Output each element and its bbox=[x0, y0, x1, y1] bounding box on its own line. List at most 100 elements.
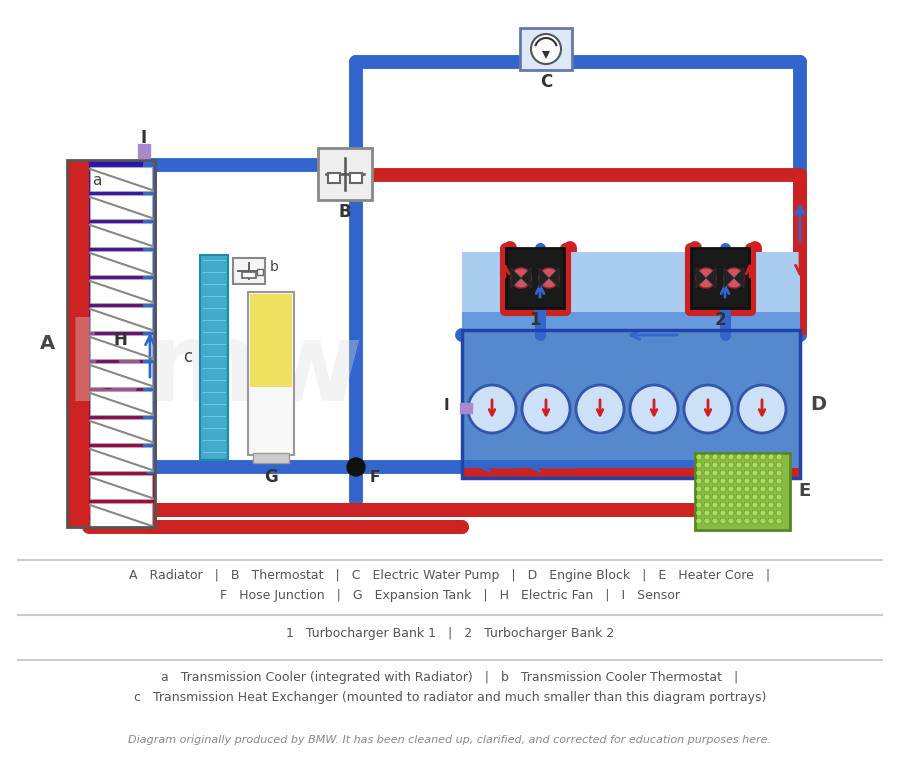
Circle shape bbox=[696, 462, 702, 468]
Circle shape bbox=[728, 510, 734, 516]
Bar bbox=[90, 195, 152, 219]
Text: 2: 2 bbox=[715, 311, 725, 329]
Bar bbox=[695, 453, 790, 530]
Circle shape bbox=[712, 478, 718, 484]
Polygon shape bbox=[539, 268, 549, 288]
Circle shape bbox=[576, 385, 624, 433]
Bar bbox=[506, 248, 564, 308]
Circle shape bbox=[744, 470, 750, 476]
Text: a   Transmission Cooler (integrated with Radiator)   |   b   Transmission Cooler: a Transmission Cooler (integrated with R… bbox=[161, 670, 739, 683]
Polygon shape bbox=[549, 268, 559, 288]
Circle shape bbox=[752, 518, 758, 524]
Circle shape bbox=[752, 470, 758, 476]
Polygon shape bbox=[521, 268, 531, 288]
Circle shape bbox=[736, 518, 742, 524]
Circle shape bbox=[347, 458, 365, 476]
Text: b: b bbox=[270, 260, 279, 274]
Bar bbox=[90, 447, 152, 471]
Circle shape bbox=[704, 494, 710, 500]
Circle shape bbox=[768, 478, 774, 484]
Text: E: E bbox=[798, 482, 810, 500]
Circle shape bbox=[696, 470, 702, 476]
Circle shape bbox=[468, 385, 516, 433]
Bar bbox=[90, 475, 152, 499]
Circle shape bbox=[752, 486, 758, 492]
Circle shape bbox=[704, 462, 710, 468]
Circle shape bbox=[776, 510, 782, 516]
Bar bbox=[691, 248, 749, 308]
Circle shape bbox=[728, 454, 734, 460]
Circle shape bbox=[728, 462, 734, 468]
Circle shape bbox=[752, 510, 758, 516]
Circle shape bbox=[760, 454, 766, 460]
Text: H: H bbox=[113, 331, 127, 349]
Circle shape bbox=[696, 478, 702, 484]
Circle shape bbox=[736, 510, 742, 516]
Circle shape bbox=[776, 478, 782, 484]
Circle shape bbox=[760, 470, 766, 476]
Circle shape bbox=[720, 494, 726, 500]
Circle shape bbox=[736, 494, 742, 500]
Text: 1   Turbocharger Bank 1   |   2   Turbocharger Bank 2: 1 Turbocharger Bank 1 | 2 Turbocharger B… bbox=[286, 627, 614, 640]
Bar bbox=[462, 330, 800, 478]
Bar bbox=[67, 160, 155, 527]
Circle shape bbox=[768, 454, 774, 460]
Text: B: B bbox=[338, 203, 351, 221]
Circle shape bbox=[768, 486, 774, 492]
Circle shape bbox=[752, 462, 758, 468]
Polygon shape bbox=[734, 268, 744, 288]
Circle shape bbox=[511, 268, 531, 288]
Circle shape bbox=[712, 462, 718, 468]
Circle shape bbox=[744, 502, 750, 508]
Circle shape bbox=[696, 502, 702, 508]
Circle shape bbox=[728, 518, 734, 524]
Circle shape bbox=[704, 470, 710, 476]
Bar bbox=[200, 255, 228, 460]
Circle shape bbox=[704, 518, 710, 524]
Circle shape bbox=[712, 502, 718, 508]
Circle shape bbox=[776, 502, 782, 508]
Circle shape bbox=[696, 494, 702, 500]
Circle shape bbox=[744, 478, 750, 484]
Text: I: I bbox=[141, 129, 147, 147]
Circle shape bbox=[744, 518, 750, 524]
Bar bbox=[90, 279, 152, 303]
Circle shape bbox=[720, 462, 726, 468]
Circle shape bbox=[728, 502, 734, 508]
Circle shape bbox=[776, 462, 782, 468]
Circle shape bbox=[728, 494, 734, 500]
Bar bbox=[462, 252, 800, 332]
Text: c: c bbox=[184, 348, 193, 366]
Circle shape bbox=[738, 385, 786, 433]
Circle shape bbox=[720, 478, 726, 484]
Circle shape bbox=[760, 518, 766, 524]
Circle shape bbox=[744, 462, 750, 468]
Circle shape bbox=[630, 385, 678, 433]
Circle shape bbox=[696, 518, 702, 524]
Circle shape bbox=[712, 470, 718, 476]
Circle shape bbox=[720, 510, 726, 516]
Bar bbox=[90, 503, 152, 527]
Circle shape bbox=[736, 478, 742, 484]
Bar bbox=[90, 167, 152, 191]
Circle shape bbox=[724, 268, 744, 288]
Bar bbox=[90, 391, 152, 415]
Circle shape bbox=[744, 486, 750, 492]
Text: D: D bbox=[810, 395, 826, 414]
Bar bbox=[90, 223, 152, 247]
Circle shape bbox=[704, 478, 710, 484]
Text: tool: tool bbox=[548, 287, 792, 393]
Bar bbox=[462, 312, 800, 330]
Circle shape bbox=[736, 454, 742, 460]
Bar bbox=[90, 307, 152, 331]
Bar bbox=[318, 148, 372, 200]
Circle shape bbox=[768, 494, 774, 500]
Circle shape bbox=[768, 462, 774, 468]
Circle shape bbox=[736, 462, 742, 468]
Circle shape bbox=[696, 454, 702, 460]
Circle shape bbox=[728, 470, 734, 476]
Circle shape bbox=[720, 518, 726, 524]
Circle shape bbox=[760, 510, 766, 516]
Polygon shape bbox=[696, 268, 706, 288]
Circle shape bbox=[696, 268, 716, 288]
